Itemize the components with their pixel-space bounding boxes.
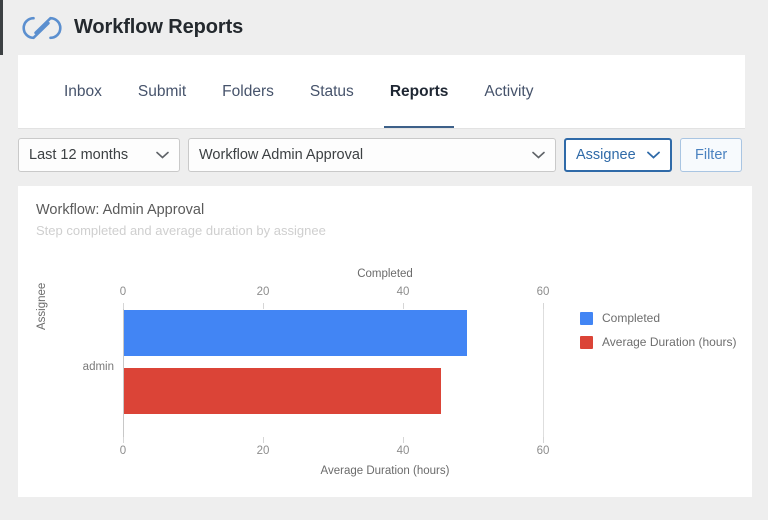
gridline-60 bbox=[543, 309, 544, 437]
top-tick-label: 0 bbox=[119, 286, 127, 298]
top-tick-label: 60 bbox=[536, 286, 550, 298]
bottom-tick-label: 60 bbox=[536, 445, 550, 457]
chevron-down-icon bbox=[156, 151, 169, 159]
tab-bar-divider bbox=[18, 128, 745, 129]
app-header: Workflow Reports bbox=[0, 0, 768, 55]
group-by-value: Assignee bbox=[576, 147, 636, 163]
bottom-axis-title: Average Duration (hours) bbox=[320, 465, 450, 477]
report-subtitle: Step completed and average duration by a… bbox=[36, 223, 326, 238]
tab-folders[interactable]: Folders bbox=[222, 83, 274, 100]
legend-swatch-icon bbox=[580, 335, 593, 349]
y-axis-title: Assignee bbox=[36, 282, 48, 330]
tab-inbox[interactable]: Inbox bbox=[64, 83, 102, 100]
filter-button[interactable]: Filter bbox=[680, 138, 743, 172]
top-tick-mark bbox=[403, 303, 404, 309]
tab-reports[interactable]: Reports bbox=[372, 55, 467, 129]
bar-average-duration[interactable] bbox=[124, 368, 441, 414]
value-axis-line bbox=[123, 309, 124, 437]
group-by-select[interactable]: Assignee bbox=[564, 138, 672, 172]
top-tick-mark bbox=[123, 303, 124, 309]
workflow-value: Workflow Admin Approval bbox=[199, 147, 364, 163]
top-tick-label: 40 bbox=[396, 286, 410, 298]
tab-submit[interactable]: Submit bbox=[137, 83, 187, 100]
bottom-tick-mark bbox=[403, 437, 404, 443]
bottom-tick-label: 20 bbox=[256, 445, 270, 457]
chevron-down-icon bbox=[647, 151, 660, 159]
chevron-down-icon bbox=[532, 151, 545, 159]
legend-swatch-icon bbox=[580, 311, 593, 325]
bottom-tick-mark bbox=[263, 437, 264, 443]
bar-completed[interactable] bbox=[124, 310, 467, 356]
legend-item-completed[interactable]: Completed bbox=[580, 311, 737, 325]
chart-legend: Completed Average Duration (hours) bbox=[580, 311, 737, 359]
bottom-tick-label: 0 bbox=[119, 445, 127, 457]
top-tick-mark bbox=[263, 303, 264, 309]
date-range-select[interactable]: Last 12 months bbox=[18, 138, 180, 172]
report-card: Workflow: Admin Approval Step completed … bbox=[18, 186, 752, 497]
workflow-select[interactable]: Workflow Admin Approval bbox=[188, 138, 556, 172]
bar-chart: Completed 0 20 40 60 0 20 40 60 Average … bbox=[18, 186, 752, 497]
tab-status[interactable]: Status bbox=[309, 83, 354, 100]
top-tick-mark bbox=[543, 303, 544, 309]
filter-toolbar: Last 12 months Workflow Admin Approval A… bbox=[18, 138, 752, 172]
category-label-admin: admin bbox=[82, 361, 114, 373]
bottom-tick-mark bbox=[543, 437, 544, 443]
bottom-tick-label: 40 bbox=[396, 445, 410, 457]
legend-label: Average Duration (hours) bbox=[602, 335, 737, 349]
legend-item-average-duration[interactable]: Average Duration (hours) bbox=[580, 335, 737, 349]
bottom-tick-mark bbox=[123, 437, 124, 443]
tab-list: Inbox Submit Folders Status Reports Acti… bbox=[18, 55, 551, 129]
tab-activity[interactable]: Activity bbox=[484, 83, 534, 100]
top-axis-title: Completed bbox=[357, 268, 413, 280]
date-range-value: Last 12 months bbox=[29, 147, 129, 163]
report-title: Workflow: Admin Approval bbox=[36, 202, 205, 218]
header-left-edge bbox=[0, 0, 3, 55]
page-title: Workflow Reports bbox=[74, 16, 244, 38]
app-logo[interactable] bbox=[18, 8, 66, 48]
legend-label: Completed bbox=[602, 311, 661, 325]
tab-bar: Inbox Submit Folders Status Reports Acti… bbox=[18, 55, 745, 129]
infinity-loop-icon bbox=[22, 16, 62, 39]
top-tick-label: 20 bbox=[256, 286, 270, 298]
